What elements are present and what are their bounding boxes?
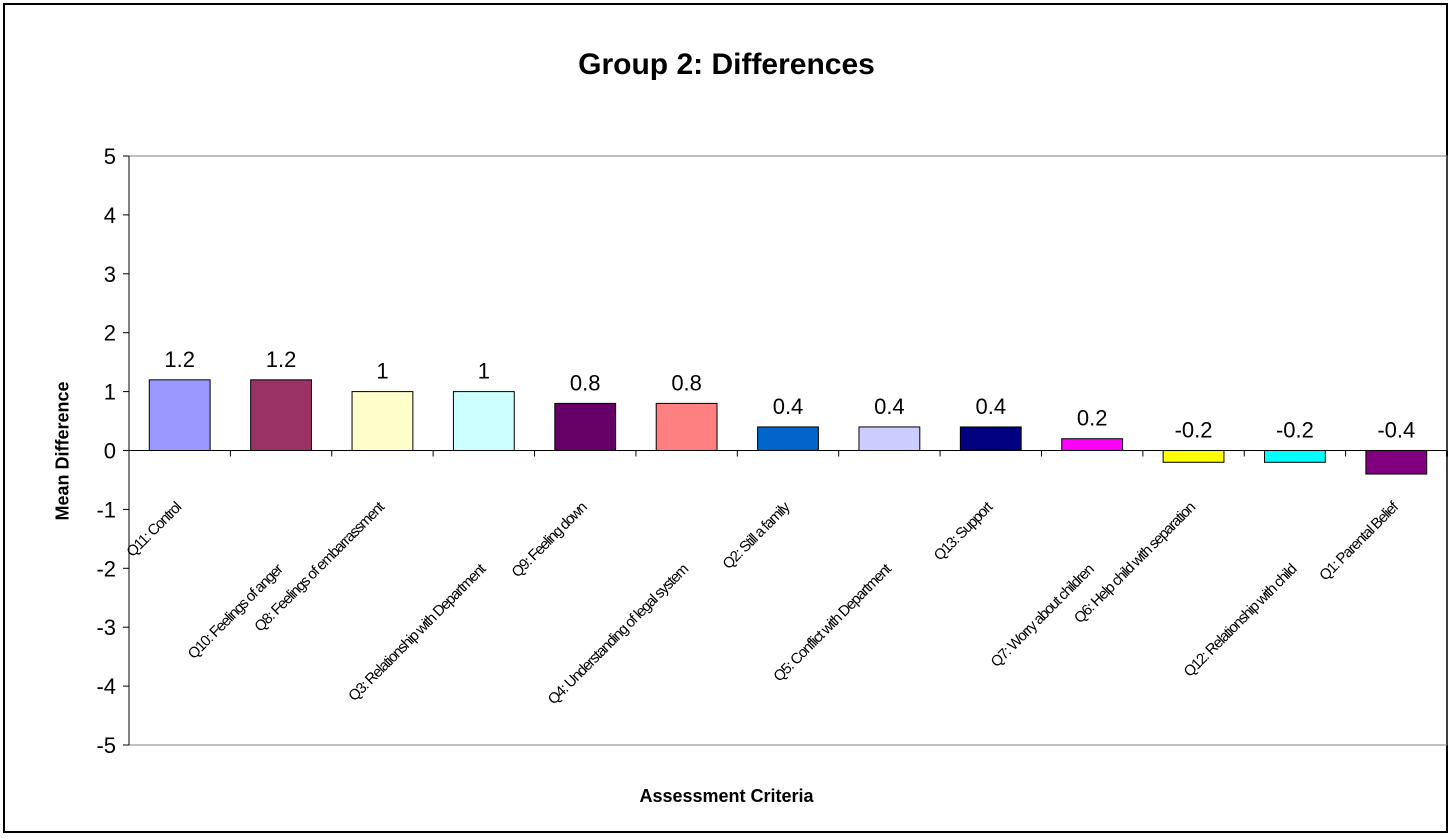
data-label: 0.4: [874, 394, 905, 419]
y-tick-label: -5: [96, 733, 116, 758]
data-label: 1.2: [266, 347, 297, 372]
bar: [757, 426, 819, 452]
bar: [655, 402, 718, 452]
bar: [554, 402, 617, 452]
y-tick-label: 0: [104, 439, 116, 464]
bar: [1264, 450, 1326, 463]
data-label: 0.8: [570, 370, 601, 395]
data-label: -0.2: [1276, 418, 1314, 443]
chart-title: Group 2: Differences: [578, 48, 875, 81]
category-label: Q9: Feeling down: [508, 499, 590, 581]
data-label: 1: [376, 359, 388, 384]
category-label: Q4: Understanding of legal system: [545, 561, 692, 708]
category-label: Q5: Conflict with Department: [770, 560, 895, 685]
bar: [1365, 450, 1428, 475]
y-tick-label: 5: [104, 144, 116, 169]
bar: [959, 426, 1022, 452]
data-label: -0.4: [1377, 418, 1415, 443]
bar: [148, 379, 211, 452]
x-axis-label: Assessment Criteria: [639, 786, 814, 806]
bar: [1061, 438, 1124, 452]
y-tick-label: 3: [104, 262, 116, 287]
data-label: 0.4: [975, 394, 1006, 419]
bar: [452, 391, 515, 452]
y-tick-label: 4: [104, 203, 116, 228]
category-label: Q1: Parental Belief: [1316, 498, 1402, 584]
category-label: Q3: Relationship with Department: [345, 560, 490, 705]
y-tick-label: -3: [96, 615, 116, 640]
data-label: 0.2: [1077, 406, 1108, 431]
chart-frame: [3, 3, 1448, 833]
data-label: -0.2: [1175, 418, 1213, 443]
data-label: 1: [478, 359, 490, 384]
data-label: 1.2: [164, 347, 195, 372]
bar: [858, 426, 921, 452]
bar: [351, 391, 414, 452]
bar: [250, 379, 312, 452]
data-label: 0.4: [773, 394, 804, 419]
bar: [1162, 450, 1225, 463]
data-label: 0.8: [671, 370, 702, 395]
category-label: Q12: Relationship with child: [1181, 561, 1301, 681]
y-tick-label: -4: [96, 674, 116, 699]
y-tick-label: 2: [104, 321, 116, 346]
y-tick-label: -2: [96, 556, 116, 581]
category-label: Q6: Help child with separation: [1071, 499, 1199, 627]
category-label: Q2: Still a family: [719, 498, 794, 573]
y-tick-label: -1: [96, 497, 116, 522]
y-tick-label: 1: [104, 380, 116, 405]
category-label: Q11: Control: [123, 499, 185, 561]
category-label: Q13: Support: [931, 498, 997, 564]
